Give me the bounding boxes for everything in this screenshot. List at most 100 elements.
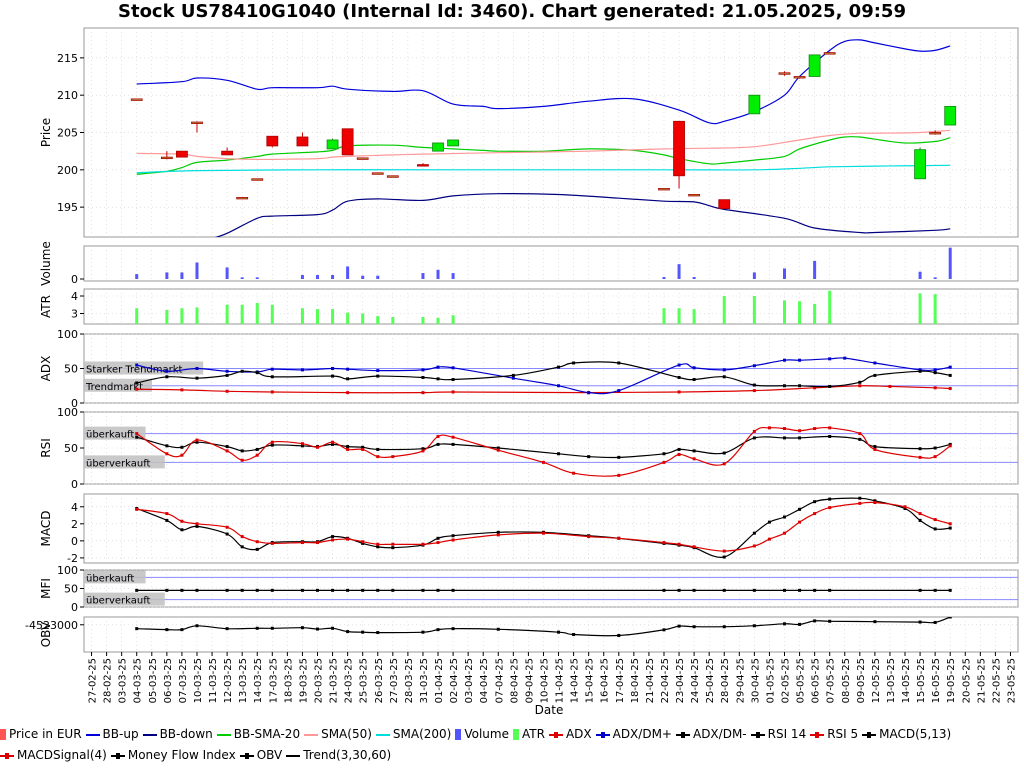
volume-bar: [255, 277, 259, 279]
adx-adx-point: [270, 390, 274, 394]
rsi-rsi-5-point: [798, 429, 802, 433]
rsi-rsi-14-point: [587, 455, 591, 459]
macd-macd-5-13--point: [391, 546, 395, 550]
rsi-rsi-5-point: [496, 448, 500, 452]
atr-bar: [331, 309, 335, 324]
x-tick-label: 11-04-25: [555, 658, 566, 703]
x-tick-label: 01-04-25: [434, 658, 445, 703]
macd-macd-5-13--point: [858, 496, 862, 500]
rsi-rsi-14-point: [677, 447, 681, 451]
obv-obv-point: [798, 622, 802, 626]
adx-adx-dm--point: [451, 378, 455, 382]
rsi-rsi-5-point: [617, 473, 621, 477]
adx-adx-dm--point: [572, 361, 576, 365]
volume-bar: [933, 277, 937, 279]
rsi-rsi-14-line: [136, 435, 951, 459]
adx-adx-dm--point: [722, 375, 726, 379]
adx-series-group: Starker Trendmarkt Trendmarkt: [84, 356, 1018, 395]
candle-body: [718, 199, 731, 210]
x-tick-label: 20-03-25: [314, 658, 325, 703]
atr-y-tick-label: 4: [71, 290, 78, 303]
macd-macdsignal-4--point: [541, 531, 545, 535]
macd-macdsignal-4--point: [918, 512, 922, 516]
atr-bar: [933, 294, 937, 324]
rsi-rsi-5-point: [783, 427, 786, 431]
x-tick-label: 24-03-25: [344, 658, 355, 703]
legend-label: Money Flow Index: [127, 748, 236, 762]
x-tick-label: 23-04-25: [675, 658, 686, 703]
adx-adx-point: [752, 389, 756, 393]
volume-bar: [662, 277, 666, 279]
macd-macd-5-13--point: [722, 555, 726, 559]
macd-macd-5-13--point: [783, 515, 786, 519]
adx-adx-dm--point: [240, 369, 244, 373]
legend-swatch: [375, 733, 390, 736]
candle-body: [658, 188, 670, 191]
legend-label: ADX: [565, 727, 592, 741]
legend-label: OBV: [256, 748, 283, 762]
rsi-rsi-5-point: [933, 455, 937, 459]
macd-macd-5-13--point: [918, 518, 922, 522]
adx-axis-label: ADX: [39, 356, 53, 382]
macd-macdsignal-4--point: [587, 535, 591, 539]
x-tick-label: 15-05-25: [916, 658, 927, 703]
macd-macdsignal-4--point: [225, 525, 229, 529]
adx-adx-dm--point: [918, 369, 922, 373]
legend-item: BB-SMA-20: [216, 724, 301, 745]
macd-y-tick-label: 4: [71, 501, 78, 514]
price-y-tick-label: 210: [57, 89, 78, 102]
x-tick-label: 31-03-25: [419, 658, 430, 703]
atr-bar: [240, 304, 244, 324]
atr-axis-label: ATR: [39, 295, 53, 318]
x-tick-label: 29-04-25: [735, 658, 746, 703]
adx-adx-dm--point: [436, 365, 440, 369]
rsi-rsi-5-point: [270, 440, 274, 444]
obv-plot-area: [83, 616, 1019, 653]
rsi-rsi-5-point: [873, 447, 877, 451]
x-tick-label: 06-05-25: [811, 658, 822, 703]
candle-body: [793, 76, 806, 79]
adx-adx-dm--point: [843, 356, 847, 360]
rsi-y-tick-label: 100: [57, 406, 78, 419]
obv-obv-point: [918, 620, 922, 624]
price-bb-down-line: [214, 193, 951, 237]
rsi-rsi-5-point: [421, 449, 425, 453]
mfi-money-flow-index-point: [662, 588, 666, 592]
rsi-rsi-5-point: [165, 452, 169, 456]
x-tick-label: 19-03-25: [298, 658, 309, 703]
x-tick-label: 16-04-25: [600, 658, 611, 703]
volume-plot-area: [83, 245, 1019, 282]
atr-bar: [722, 296, 726, 324]
x-tick-label: 21-03-25: [329, 658, 340, 703]
macd-macdsignal-4--point: [948, 522, 952, 526]
macd-macd-5-13--point: [376, 545, 380, 549]
rsi-rsi-5-point: [376, 455, 380, 459]
legend-label: BB-SMA-20: [233, 727, 301, 741]
x-tick-label: 13-05-25: [886, 658, 897, 703]
price-bb-up-line: [136, 39, 951, 125]
mfi-money-flow-index-point: [316, 588, 319, 592]
x-tick-label: 14-04-25: [570, 658, 581, 703]
macd-macdsignal-4--point: [798, 520, 802, 524]
candle-body: [326, 139, 339, 150]
macd-macdsignal-4--point: [391, 542, 395, 546]
adx-adx-dm--point: [135, 381, 139, 385]
mfi-money-flow-index-point: [270, 588, 274, 592]
threshold-label: überverkauft: [86, 458, 151, 469]
mfi-money-flow-index-point: [361, 588, 365, 592]
macd-macdsignal-4--point: [496, 533, 500, 537]
macd-macdsignal-4--point: [346, 537, 350, 541]
rsi-rsi-14-point: [180, 445, 184, 449]
rsi-rsi-5-point: [662, 460, 666, 464]
legend-label: RSI 5: [827, 727, 859, 741]
mfi-money-flow-index-point: [421, 588, 425, 592]
adx-adx-point: [135, 387, 139, 391]
candle-body: [296, 136, 309, 147]
x-tick-label: 08-04-25: [509, 658, 520, 703]
x-tick-label: 22-05-25: [991, 658, 1002, 703]
volume-bar: [195, 262, 199, 279]
obv-obv-point: [300, 626, 304, 630]
macd-macdsignal-4--point: [858, 501, 862, 505]
volume-axis-label: Volume: [39, 241, 53, 286]
adx-adx-dm--point: [346, 367, 350, 371]
